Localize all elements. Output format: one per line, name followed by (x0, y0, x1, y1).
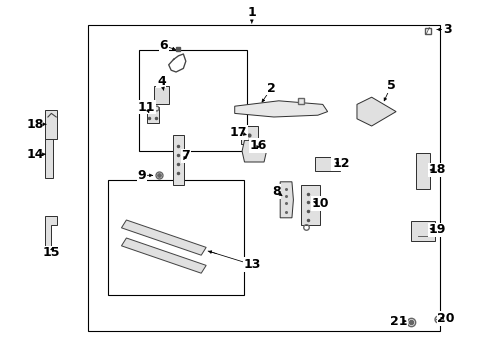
Polygon shape (45, 216, 57, 248)
Text: 21: 21 (389, 315, 407, 328)
Bar (139, 50, 246, 151)
Text: 3: 3 (442, 23, 451, 36)
Text: 16: 16 (249, 139, 266, 152)
Text: 19: 19 (428, 223, 446, 236)
Polygon shape (121, 220, 206, 255)
Text: 11: 11 (138, 101, 155, 114)
Polygon shape (300, 185, 320, 225)
Text: 18: 18 (26, 118, 44, 131)
Polygon shape (172, 135, 184, 185)
Text: 17: 17 (229, 126, 247, 139)
Text: 2: 2 (266, 82, 275, 95)
Text: 9: 9 (137, 169, 146, 182)
Polygon shape (410, 221, 434, 241)
Text: 15: 15 (42, 246, 60, 259)
Text: 7: 7 (181, 149, 190, 162)
Polygon shape (154, 86, 168, 104)
Polygon shape (415, 153, 429, 189)
Bar (88, 25, 439, 331)
Text: 8: 8 (271, 185, 280, 198)
Polygon shape (356, 97, 395, 126)
Text: 10: 10 (311, 197, 328, 210)
Polygon shape (234, 101, 327, 117)
Text: 6: 6 (159, 39, 168, 52)
Text: 12: 12 (331, 157, 349, 170)
Text: 14: 14 (26, 148, 44, 161)
Text: 20: 20 (436, 312, 454, 325)
Polygon shape (242, 140, 266, 162)
Polygon shape (121, 238, 206, 273)
Text: 18: 18 (428, 163, 446, 176)
Polygon shape (240, 126, 258, 144)
Bar (107, 180, 244, 295)
Text: 4: 4 (157, 75, 165, 87)
Polygon shape (280, 182, 293, 218)
Text: 5: 5 (386, 79, 395, 92)
Text: 13: 13 (243, 258, 260, 271)
Polygon shape (146, 107, 159, 123)
Text: 1: 1 (247, 6, 256, 19)
Polygon shape (45, 135, 53, 178)
Polygon shape (45, 110, 57, 139)
Polygon shape (315, 157, 339, 171)
